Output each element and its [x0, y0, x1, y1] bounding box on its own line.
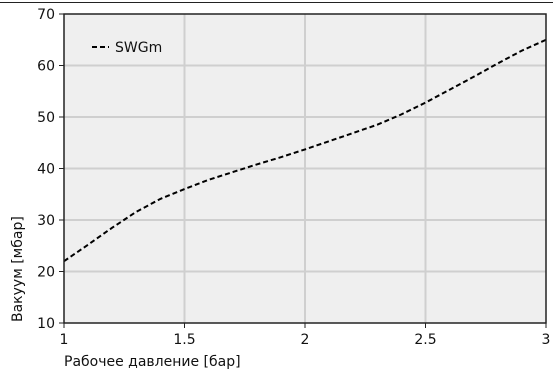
x-tick-label: 3 [542, 332, 551, 348]
y-tick-label: 30 [37, 213, 55, 229]
y-tick-label: 60 [37, 59, 55, 75]
legend-label-swgm: SWGm [115, 40, 162, 56]
series-line-swgm [63, 38, 547, 263]
y-axis-label: Вакуум [мбар] [10, 216, 26, 322]
y-axis-ticks: 10 20 30 40 50 60 70 [37, 7, 64, 332]
y-tick-label: 70 [37, 7, 55, 23]
x-axis-ticks: 1 1.5 2 2.5 3 [60, 323, 551, 348]
grid-lines [64, 14, 546, 323]
x-tick-label: 1.5 [173, 332, 195, 348]
x-tick-label: 2.5 [414, 332, 436, 348]
x-axis-label: Рабочее давление [бар] [64, 354, 241, 370]
y-tick-label: 40 [37, 162, 55, 178]
y-tick-label: 20 [37, 265, 55, 281]
x-tick-label: 2 [301, 332, 310, 348]
legend: SWGm [92, 40, 162, 56]
y-tick-label: 10 [37, 316, 55, 332]
y-tick-label: 50 [37, 110, 55, 126]
x-tick-label: 1 [60, 332, 69, 348]
top-rule [0, 2, 553, 3]
